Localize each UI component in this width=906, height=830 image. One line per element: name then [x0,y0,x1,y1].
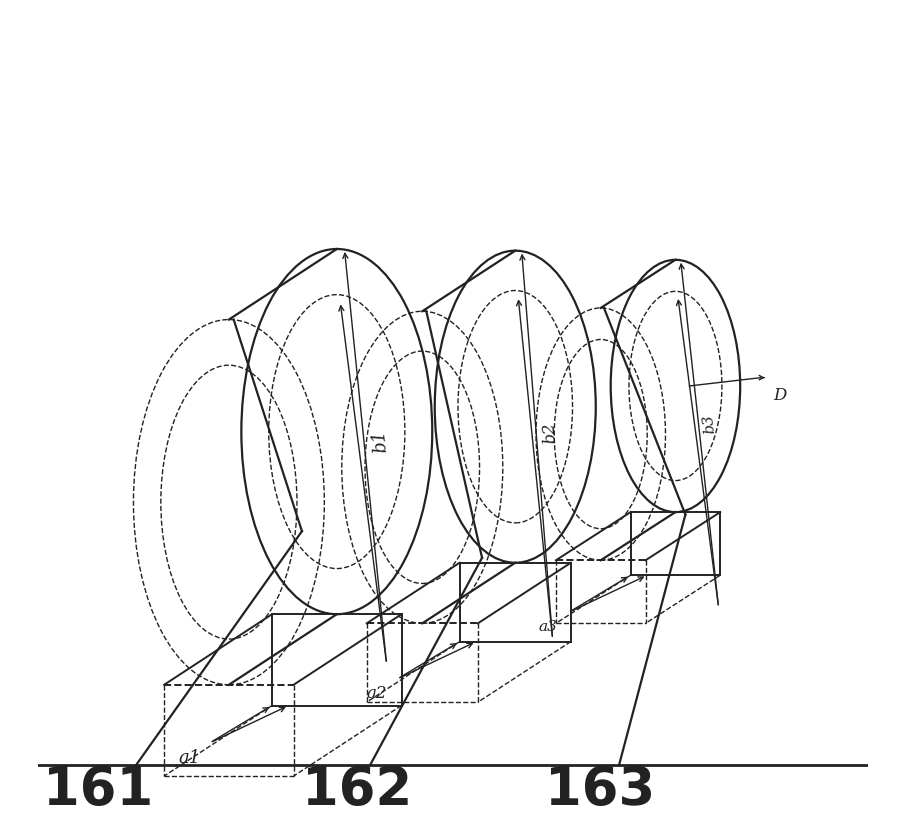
Text: b2: b2 [540,421,559,444]
Text: D: D [774,388,786,404]
Text: a3: a3 [538,621,557,634]
Text: 162: 162 [303,764,412,816]
Text: a1: a1 [178,749,200,767]
Text: b1: b1 [371,429,390,454]
Text: b3: b3 [701,413,718,434]
Text: 163: 163 [545,764,655,816]
Text: a2: a2 [366,686,387,702]
Text: 161: 161 [43,764,154,816]
